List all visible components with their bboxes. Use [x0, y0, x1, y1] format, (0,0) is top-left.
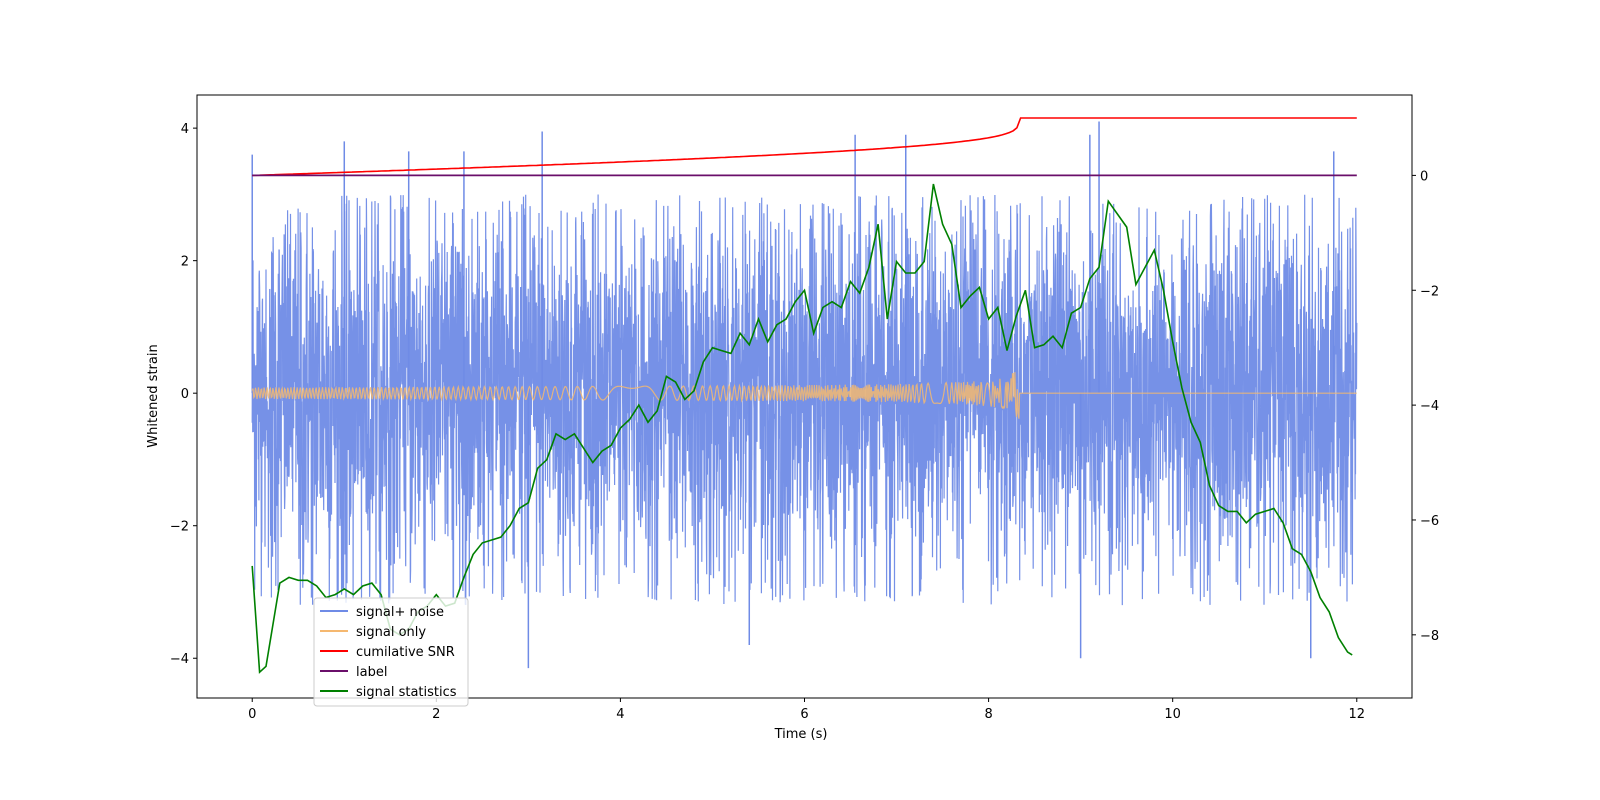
legend: signal+ noise signal only cumilative SNR…	[313, 597, 469, 707]
y-tick-label-left: −2	[170, 520, 189, 535]
y-tick-label-left: 0	[181, 387, 189, 402]
y-tick-label-left: 2	[181, 255, 189, 270]
y-tick-label-right: −2	[1420, 284, 1439, 299]
legend-entry-signal-noise: signal+ noise	[356, 605, 444, 620]
y-tick-label-right: −8	[1420, 629, 1439, 644]
x-tick-label: 2	[432, 707, 440, 722]
series-cumulative-snr-line	[252, 117, 1357, 177]
x-axis-label: Time (s)	[774, 727, 828, 742]
legend-box	[313, 597, 469, 707]
y-tick-label-left: 4	[181, 122, 189, 137]
series-signal-only-line	[251, 372, 1357, 419]
y-tick-label-left: −4	[170, 652, 189, 667]
plot-area	[251, 117, 1358, 674]
x-tick-label: 4	[616, 707, 624, 722]
x-tick-label: 8	[984, 707, 992, 722]
x-tick-label: 6	[800, 707, 808, 722]
y-tick-label-right: −6	[1420, 514, 1439, 529]
y-tick-label-right: 0	[1420, 169, 1428, 184]
axis-ticks: 0 2 4 6 8 10 12 −4 −2 0 2 4 −8 −6 −4 −2 0	[170, 122, 1439, 722]
x-tick-label: 12	[1348, 707, 1365, 722]
y-tick-label-right: −4	[1420, 399, 1439, 414]
legend-entry-cumulative-snr: cumilative SNR	[356, 645, 455, 660]
x-tick-label: 10	[1164, 707, 1181, 722]
legend-entry-signal-only: signal only	[356, 625, 426, 640]
legend-entry-signal-statistics: signal statistics	[356, 685, 457, 700]
legend-entry-label: label	[356, 665, 387, 680]
y-axis-label-left: Whitened strain	[146, 344, 161, 447]
x-tick-label: 0	[248, 707, 256, 722]
